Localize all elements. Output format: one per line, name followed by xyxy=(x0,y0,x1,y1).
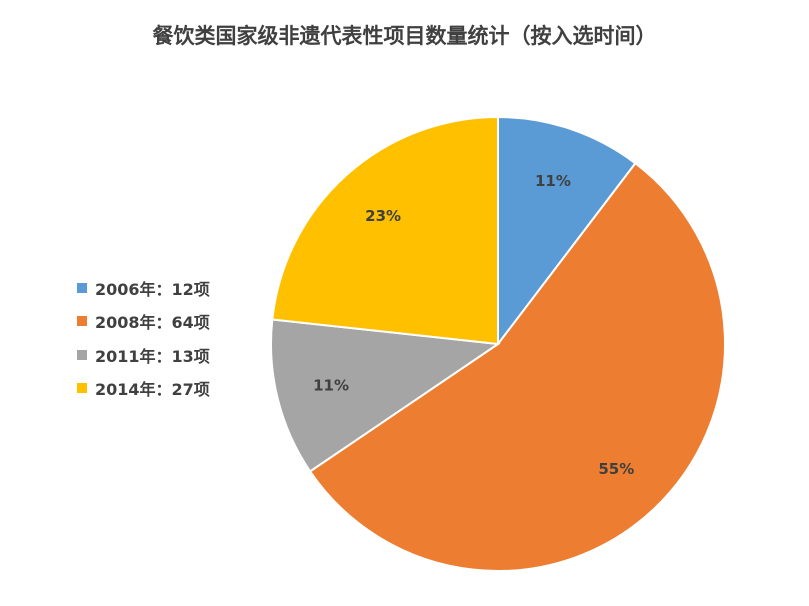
legend-item-2006: 2006年：12项 xyxy=(77,271,210,305)
legend: 2006年：12项 2008年：64项 2011年：13项 2014年：27项 xyxy=(77,271,210,405)
legend-label: 2014年：27项 xyxy=(95,380,210,400)
pie-slice xyxy=(271,115,499,346)
slice-data-label: 55% xyxy=(598,460,634,478)
pie-slice xyxy=(308,161,726,572)
legend-swatch xyxy=(77,383,87,394)
pie-slice xyxy=(270,318,501,473)
legend-swatch xyxy=(77,316,87,327)
legend-label: 2006年：12项 xyxy=(95,279,210,299)
pie-slice xyxy=(497,115,637,347)
legend-swatch xyxy=(77,282,87,293)
slice-data-label: 23% xyxy=(365,207,401,225)
legend-item-2008: 2008年：64项 xyxy=(77,305,210,339)
legend-item-2014: 2014年：27项 xyxy=(77,372,210,406)
slice-data-label: 11% xyxy=(313,377,349,395)
chart-title: 餐饮类国家级非遗代表性项目数量统计（按入选时间） xyxy=(152,24,657,48)
slice-data-label: 11% xyxy=(535,172,571,190)
legend-label: 2008年：64项 xyxy=(95,313,210,333)
legend-swatch xyxy=(77,349,87,360)
legend-label: 2011年：13项 xyxy=(95,346,210,366)
legend-item-2011: 2011年：13项 xyxy=(77,338,210,372)
